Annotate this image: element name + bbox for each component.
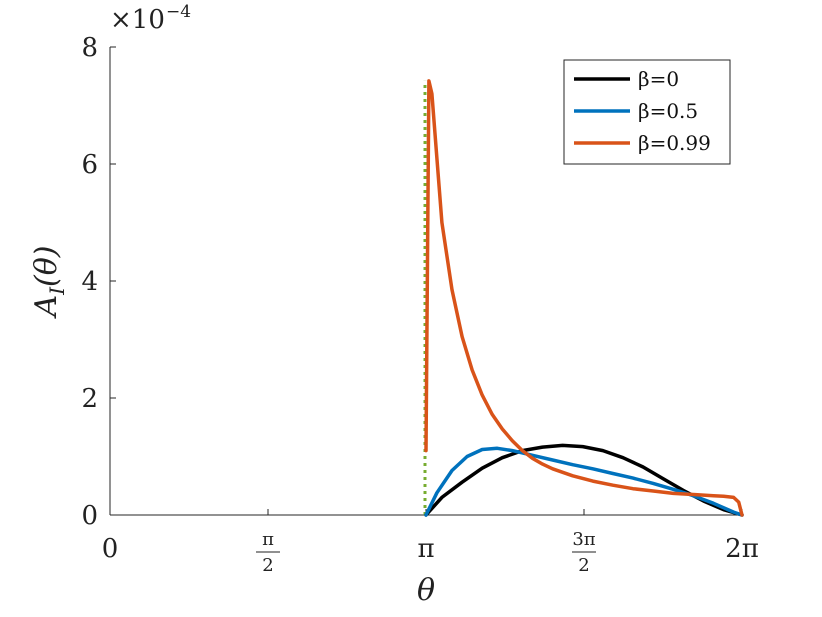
x-tick-label-denominator: 2 [578, 555, 589, 576]
x-tick-label-denominator: 2 [262, 555, 273, 576]
x-tick-label: 2π [725, 534, 759, 564]
x-tick-label: 0 [102, 534, 119, 564]
axis-titles: θ AI(θ) [29, 245, 435, 608]
y-tick-label: 2 [81, 384, 98, 414]
y-exponent-label: ×10 [110, 5, 165, 35]
x-axis-title: θ [417, 573, 435, 608]
y-tick-label: 8 [81, 33, 98, 63]
legend-label-1: β=0.5 [638, 99, 698, 123]
y-axis-title: AI(θ) [29, 245, 69, 319]
y-tick-label: 4 [81, 267, 98, 297]
y-tick-label: 6 [81, 150, 98, 180]
series-lines [423, 79, 744, 517]
series-line-1 [424, 446, 744, 517]
x-tick-label-numerator: π [262, 529, 274, 550]
y-exponent-power: −4 [166, 2, 191, 22]
legend-label-0: β=0 [638, 67, 679, 91]
legend-label-2: β=0.99 [638, 131, 711, 155]
series-line-2 [424, 79, 744, 517]
x-tick-label: π [417, 534, 434, 564]
legend: β=0 β=0.5 β=0.99 [563, 59, 731, 165]
x-tick-label-numerator: 3π [572, 529, 595, 550]
y-tick-label: 0 [81, 501, 98, 531]
